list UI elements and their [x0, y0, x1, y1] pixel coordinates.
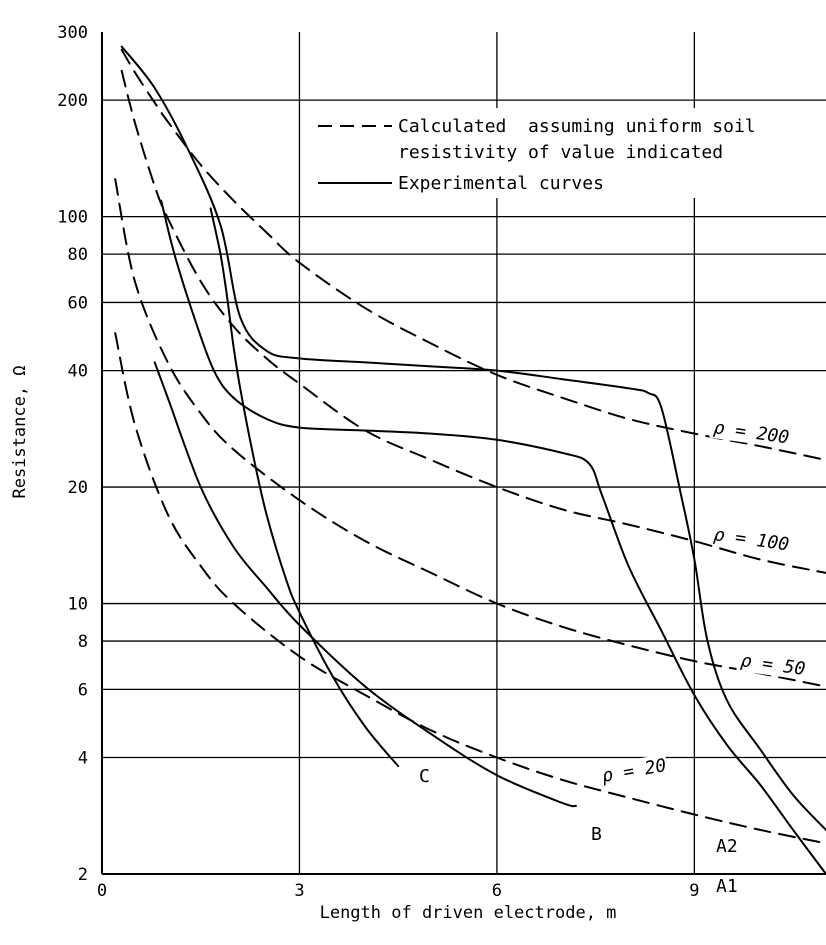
series-line-c [209, 207, 400, 768]
legend-dashed-label-line1: Calculated assuming uniform soil [398, 116, 756, 137]
legend: Calculated assuming uniform soil resisti… [308, 108, 756, 198]
rho-label-200: ρ = 200 [712, 417, 790, 448]
curve-label-a2: A2 [716, 836, 738, 857]
curve-label-b: B [591, 824, 602, 845]
y-tick-label-300: 300 [57, 23, 88, 43]
series-line--20 [114, 332, 826, 845]
y-axis-title: Resistance, Ω [10, 365, 30, 498]
legend-dashed-label-line2: resistivity of value indicated [398, 142, 723, 163]
curves [114, 45, 826, 874]
rho-label-background [597, 753, 669, 788]
x-axis-title: Length of driven electrode, m [320, 903, 617, 923]
curve-labels: A2 A1 B Cρ = 200 ρ = 100 ρ = 50 ρ = 20 [419, 415, 808, 897]
series-line--200 [120, 48, 826, 461]
x-tick-label-9: 9 [689, 881, 699, 901]
y-tick-label-8: 8 [78, 632, 88, 652]
y-tick-label-4: 4 [78, 749, 88, 769]
legend-solid-label: Experimental curves [398, 173, 604, 194]
y-tick-label-2: 2 [78, 865, 88, 885]
series-line-a1 [160, 199, 826, 874]
y-tick-label-40: 40 [68, 362, 88, 382]
rho-label-background [709, 415, 793, 449]
rho-label-50: ρ = 50 [739, 650, 806, 680]
series-line-a2 [120, 45, 826, 831]
y-tick-label-10: 10 [68, 595, 88, 615]
y-tick-label-60: 60 [68, 293, 88, 313]
series-line-b [153, 361, 577, 808]
y-tick-label-6: 6 [78, 680, 88, 700]
y-tick-label-80: 80 [68, 245, 88, 265]
curve-label-c: C [419, 766, 430, 787]
y-tick-label-20: 20 [68, 478, 88, 498]
tick-labels: 2 4 6 8 10 20 40 60 80 100 200 300 0 3 6 9 [57, 23, 699, 901]
rho-label-20: ρ = 20 [600, 755, 668, 787]
y-tick-label-100: 100 [57, 208, 88, 228]
rho-label-100: ρ = 100 [712, 524, 790, 555]
rho-label-group: ρ = 100 [709, 522, 793, 556]
x-tick-label-3: 3 [294, 881, 304, 901]
rho-label-group: ρ = 200 [709, 415, 793, 449]
series-line--50 [114, 178, 826, 688]
x-tick-label-6: 6 [492, 881, 502, 901]
rho-label-group: ρ = 20 [597, 753, 669, 788]
rho-label-background [709, 522, 793, 556]
rho-label-background [736, 648, 808, 681]
y-tick-label-200: 200 [57, 91, 88, 111]
axes [101, 32, 826, 875]
x-tick-label-0: 0 [97, 881, 107, 901]
curve-label-a1: A1 [716, 876, 738, 897]
rho-label-group: ρ = 50 [736, 648, 808, 681]
